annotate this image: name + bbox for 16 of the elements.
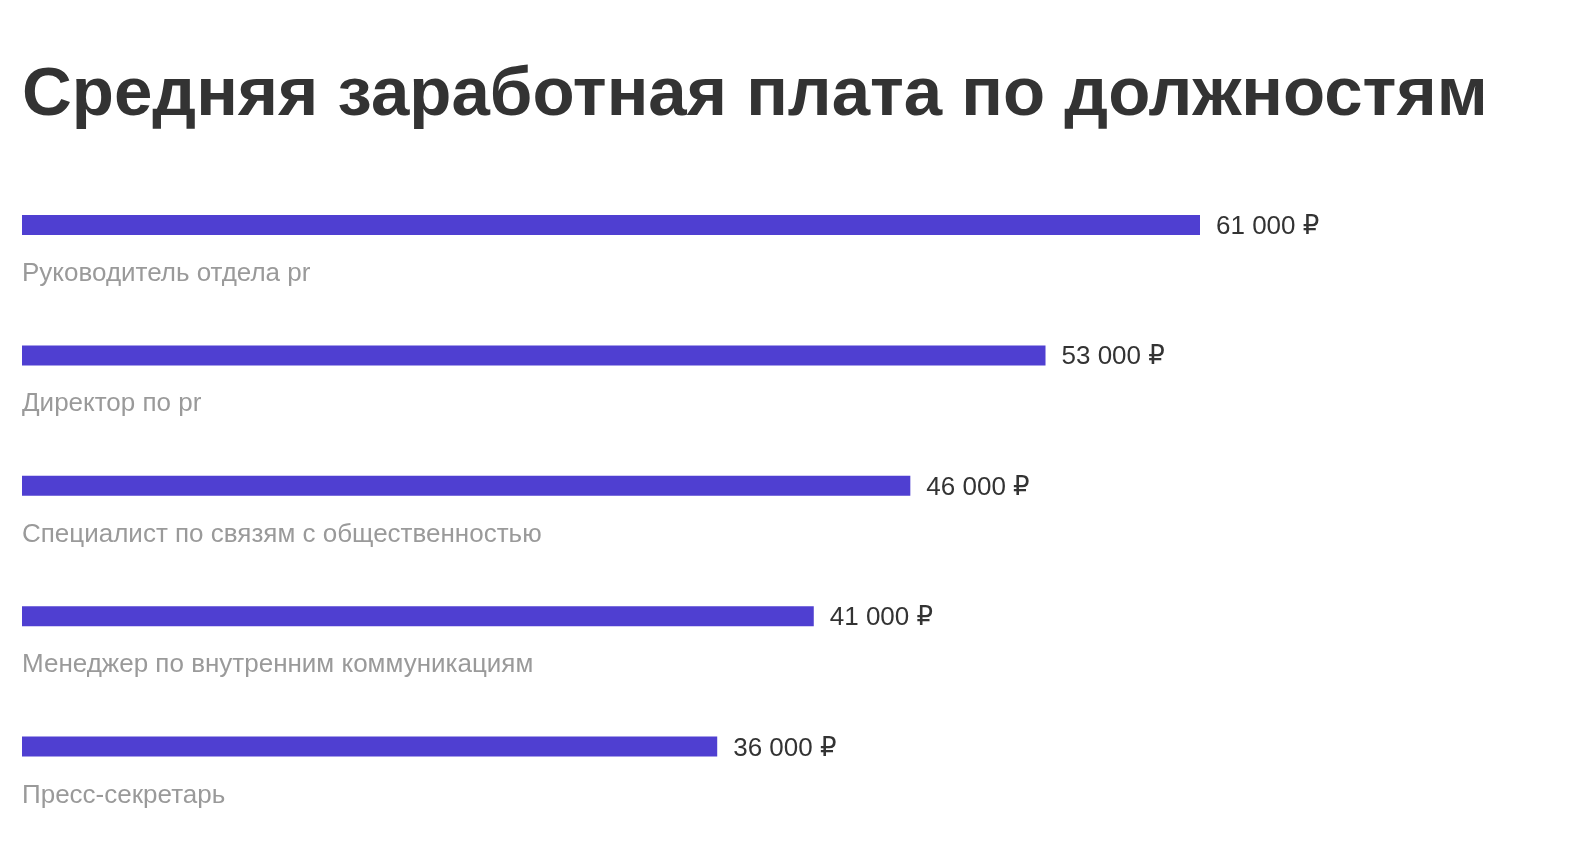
y-tick-label: Директор по pr	[22, 387, 202, 418]
y-tick-label: Менеджер по внутренним коммуникациям	[22, 648, 534, 679]
data-label: 41 000 ₽	[829, 601, 934, 632]
data-label: 53 000 ₽	[1061, 340, 1165, 371]
data-label: 61 000 ₽	[1216, 210, 1320, 240]
chart-title: Средняя заработная плата по должностям	[22, 52, 1489, 130]
bar	[22, 215, 1200, 235]
y-tick-label: Руководитель отдела pr	[22, 257, 311, 287]
bar	[22, 475, 911, 496]
bar	[22, 345, 1046, 366]
data-label: 46 000 ₽	[926, 470, 1030, 501]
data-label: 36 000 ₽	[733, 731, 837, 762]
bar	[22, 606, 814, 627]
bar	[22, 736, 718, 757]
y-tick-label: Пресс-секретарь	[22, 778, 226, 809]
y-tick-label: Специалист по связям с общественностью	[22, 517, 542, 548]
